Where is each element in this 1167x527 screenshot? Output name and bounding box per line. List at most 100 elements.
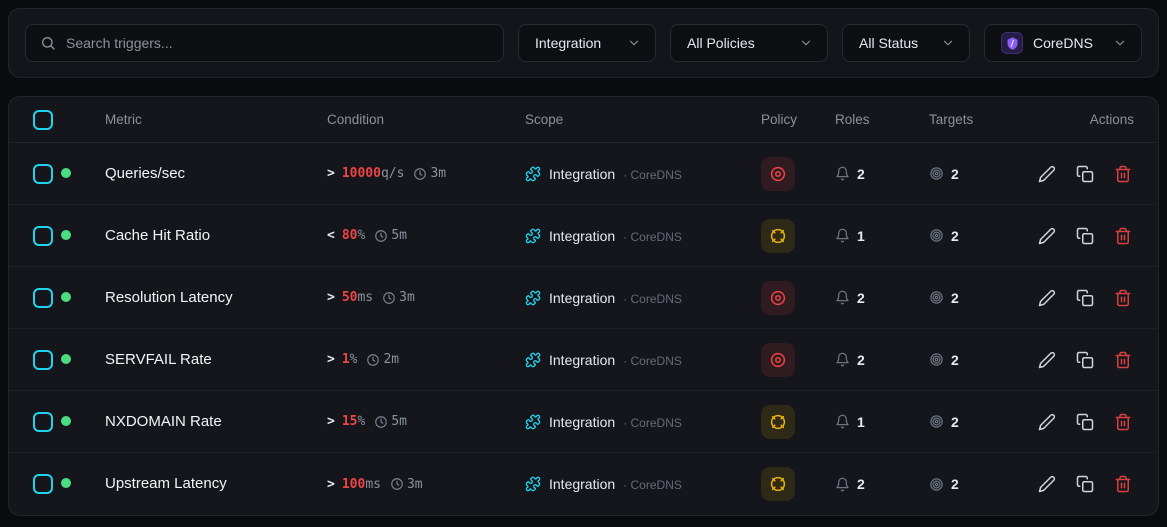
duplicate-button[interactable] <box>1074 287 1096 309</box>
scope: Integration · CoreDNS <box>525 290 761 306</box>
roles: 2 <box>835 476 929 492</box>
trash-icon <box>1114 475 1132 493</box>
clock-icon <box>366 353 380 367</box>
policy-badge[interactable] <box>761 467 795 501</box>
edit-button[interactable] <box>1036 411 1058 433</box>
chevron-down-icon <box>627 36 641 50</box>
targets: 2 <box>929 352 1029 368</box>
metric-name: Queries/sec <box>105 164 186 182</box>
bell-icon <box>835 352 850 367</box>
header-targets: Targets <box>929 112 974 127</box>
header-condition: Condition <box>327 112 385 127</box>
table-row: SERVFAIL Rate >1% 2m Integration · CoreD… <box>9 329 1158 391</box>
status-dot <box>61 291 71 302</box>
clock-icon <box>374 415 388 429</box>
integration-dropdown[interactable]: CoreDNS <box>984 24 1142 62</box>
roles: 2 <box>835 166 929 182</box>
trash-icon <box>1114 227 1132 245</box>
clock-icon <box>390 477 404 491</box>
pencil-icon <box>1038 413 1056 431</box>
status-dot <box>61 167 71 178</box>
edit-button[interactable] <box>1036 163 1058 185</box>
policy-badge[interactable] <box>761 404 795 439</box>
search-input[interactable] <box>66 35 489 51</box>
delete-button[interactable] <box>1112 163 1134 185</box>
critical-policy-icon <box>769 165 787 183</box>
pencil-icon <box>1038 475 1056 493</box>
status-dot <box>61 478 71 488</box>
header-actions: Actions <box>1089 112 1134 127</box>
condition: >1% 2m <box>327 352 400 367</box>
search-box[interactable] <box>25 24 504 62</box>
duplicate-button[interactable] <box>1074 349 1096 371</box>
condition: <80% 5m <box>327 228 407 243</box>
edit-button[interactable] <box>1036 287 1058 309</box>
warning-policy-icon <box>769 413 787 431</box>
pencil-icon <box>1038 289 1056 307</box>
pencil-icon <box>1038 165 1056 183</box>
policy-badge[interactable] <box>761 156 795 191</box>
header-metric: Metric <box>105 112 142 127</box>
integration-dropdown-label: CoreDNS <box>1033 35 1093 51</box>
targets: 2 <box>929 290 1029 306</box>
chevron-down-icon <box>941 36 955 50</box>
table-row: Resolution Latency >50 ms 3m Integration … <box>9 267 1158 329</box>
condition: >15% 5m <box>327 414 407 429</box>
metric-name: Resolution Latency <box>105 288 233 306</box>
metric-name: SERVFAIL Rate <box>105 350 212 368</box>
row-checkbox[interactable] <box>33 411 53 432</box>
row-checkbox[interactable] <box>33 287 53 308</box>
policy-badge[interactable] <box>761 342 795 377</box>
delete-button[interactable] <box>1112 287 1134 309</box>
triggers-table: Metric Condition Scope Policy Roles Targ… <box>8 96 1159 516</box>
targets: 2 <box>929 414 1029 430</box>
clock-icon <box>374 229 388 243</box>
roles: 1 <box>835 414 929 430</box>
select-all-checkbox[interactable] <box>33 109 53 130</box>
duplicate-button[interactable] <box>1074 225 1096 247</box>
clock-icon <box>413 167 427 181</box>
duplicate-button[interactable] <box>1074 163 1096 185</box>
edit-button[interactable] <box>1036 349 1058 371</box>
policy-badge[interactable] <box>761 280 795 315</box>
delete-button[interactable] <box>1112 349 1134 371</box>
edit-button[interactable] <box>1036 225 1058 247</box>
policies-dropdown[interactable]: All Policies <box>670 24 828 62</box>
integration-puzzle-icon <box>525 228 541 244</box>
clock-icon <box>382 291 396 305</box>
delete-button[interactable] <box>1112 473 1134 495</box>
row-checkbox[interactable] <box>33 474 53 494</box>
target-icon <box>929 290 944 305</box>
row-checkbox[interactable] <box>33 225 53 246</box>
row-checkbox[interactable] <box>33 163 53 184</box>
row-checkbox[interactable] <box>33 349 53 370</box>
target-icon <box>929 352 944 367</box>
header-policy: Policy <box>761 112 798 127</box>
integration-puzzle-icon <box>525 476 541 492</box>
roles: 1 <box>835 228 929 244</box>
delete-button[interactable] <box>1112 411 1134 433</box>
duplicate-button[interactable] <box>1074 473 1096 495</box>
edit-button[interactable] <box>1036 473 1058 495</box>
delete-button[interactable] <box>1112 225 1134 247</box>
bell-icon <box>835 228 850 243</box>
type-dropdown[interactable]: Integration <box>518 24 656 62</box>
target-icon <box>929 228 944 243</box>
status-dot <box>61 353 71 364</box>
bell-icon <box>835 477 850 492</box>
header-scope: Scope <box>525 112 564 127</box>
integration-puzzle-icon <box>525 352 541 368</box>
table-row: Queries/sec >10000 q/s 3m Integration · C… <box>9 143 1158 205</box>
status-dropdown[interactable]: All Status <box>842 24 970 62</box>
status-dot <box>61 415 71 426</box>
scope: Integration · CoreDNS <box>525 228 761 244</box>
target-icon <box>929 166 944 181</box>
bell-icon <box>835 166 850 181</box>
condition: >50 ms 3m <box>327 290 415 305</box>
scope: Integration · CoreDNS <box>525 352 761 368</box>
table-row: Upstream Latency >100 ms 3m Integration ·… <box>9 453 1158 515</box>
table-row: NXDOMAIN Rate >15% 5m Integration · Core… <box>9 391 1158 453</box>
policy-badge[interactable] <box>761 218 795 253</box>
duplicate-button[interactable] <box>1074 411 1096 433</box>
integration-puzzle-icon <box>525 166 541 182</box>
